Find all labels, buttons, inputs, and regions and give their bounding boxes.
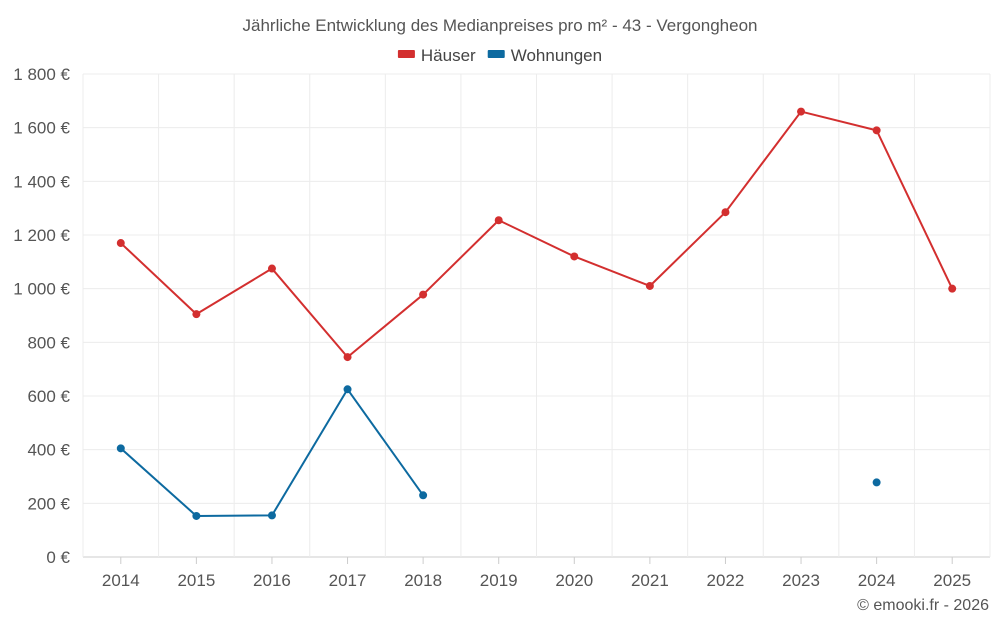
data-point-wohnungen: [192, 511, 201, 520]
data-point-wohnungen: [267, 511, 276, 520]
data-point-häuser: [192, 310, 201, 319]
x-tick-label: 2015: [177, 571, 215, 590]
x-tick-label: 2016: [253, 571, 291, 590]
y-tick-label: 400 €: [27, 441, 70, 460]
legend-swatch: [487, 50, 505, 58]
legend-label: Wohnungen: [511, 46, 602, 65]
data-point-häuser: [570, 252, 579, 261]
data-point-wohnungen: [343, 385, 352, 394]
y-tick-label: 1 800 €: [13, 65, 70, 84]
x-tick-label: 2022: [707, 571, 745, 590]
grid: [82, 73, 991, 558]
legend-label: Häuser: [421, 46, 476, 65]
y-tick-label: 1 600 €: [13, 119, 70, 138]
data-point-häuser: [797, 107, 806, 116]
data-point-wohnungen: [419, 491, 428, 500]
chart-title: Jährliche Entwicklung des Medianpreises …: [243, 16, 758, 35]
series-layer: [116, 107, 957, 520]
x-tick-label: 2025: [933, 571, 971, 590]
legend-swatch: [397, 50, 415, 58]
legend-item-wohnungen: Wohnungen: [487, 46, 602, 65]
data-point-wohnungen: [116, 444, 125, 453]
legend-item-häuser: Häuser: [397, 46, 476, 65]
credit-text: © emooki.fr - 2026: [857, 597, 989, 614]
y-tick-label: 0 €: [46, 548, 70, 567]
y-tick-label: 1 000 €: [13, 280, 70, 299]
data-point-häuser: [721, 208, 730, 217]
data-point-häuser: [645, 281, 654, 290]
data-point-häuser: [872, 126, 881, 135]
x-tick-label: 2019: [480, 571, 518, 590]
data-point-häuser: [267, 264, 276, 273]
x-axis: 2014 2015 2016 2017 2018 2019 2020 2021 2022 2023…: [102, 557, 971, 590]
data-point-wohnungen: [872, 478, 881, 487]
x-tick-label: 2014: [102, 571, 140, 590]
x-tick-label: 2024: [858, 571, 896, 590]
y-tick-label: 1 200 €: [13, 226, 70, 245]
x-tick-label: 2023: [782, 571, 820, 590]
y-tick-label: 1 400 €: [13, 172, 70, 191]
data-point-häuser: [343, 353, 352, 362]
data-point-häuser: [116, 239, 125, 248]
y-tick-label: 600 €: [27, 387, 70, 406]
x-tick-label: 2017: [329, 571, 367, 590]
x-tick-label: 2021: [631, 571, 669, 590]
y-axis: 0 € 200 € 400 € 600 € 800 € 1 000 € 1 200 € 1 4…: [13, 65, 70, 567]
x-tick-label: 2020: [555, 571, 593, 590]
y-tick-label: 200 €: [27, 494, 70, 513]
legend: Häuser Wohnungen: [397, 46, 602, 65]
x-tick-label: 2018: [404, 571, 442, 590]
series-line-häuser: [120, 110, 954, 359]
data-point-häuser: [494, 216, 503, 225]
data-point-häuser: [948, 284, 957, 293]
y-tick-label: 800 €: [27, 333, 70, 352]
data-point-häuser: [419, 290, 428, 299]
